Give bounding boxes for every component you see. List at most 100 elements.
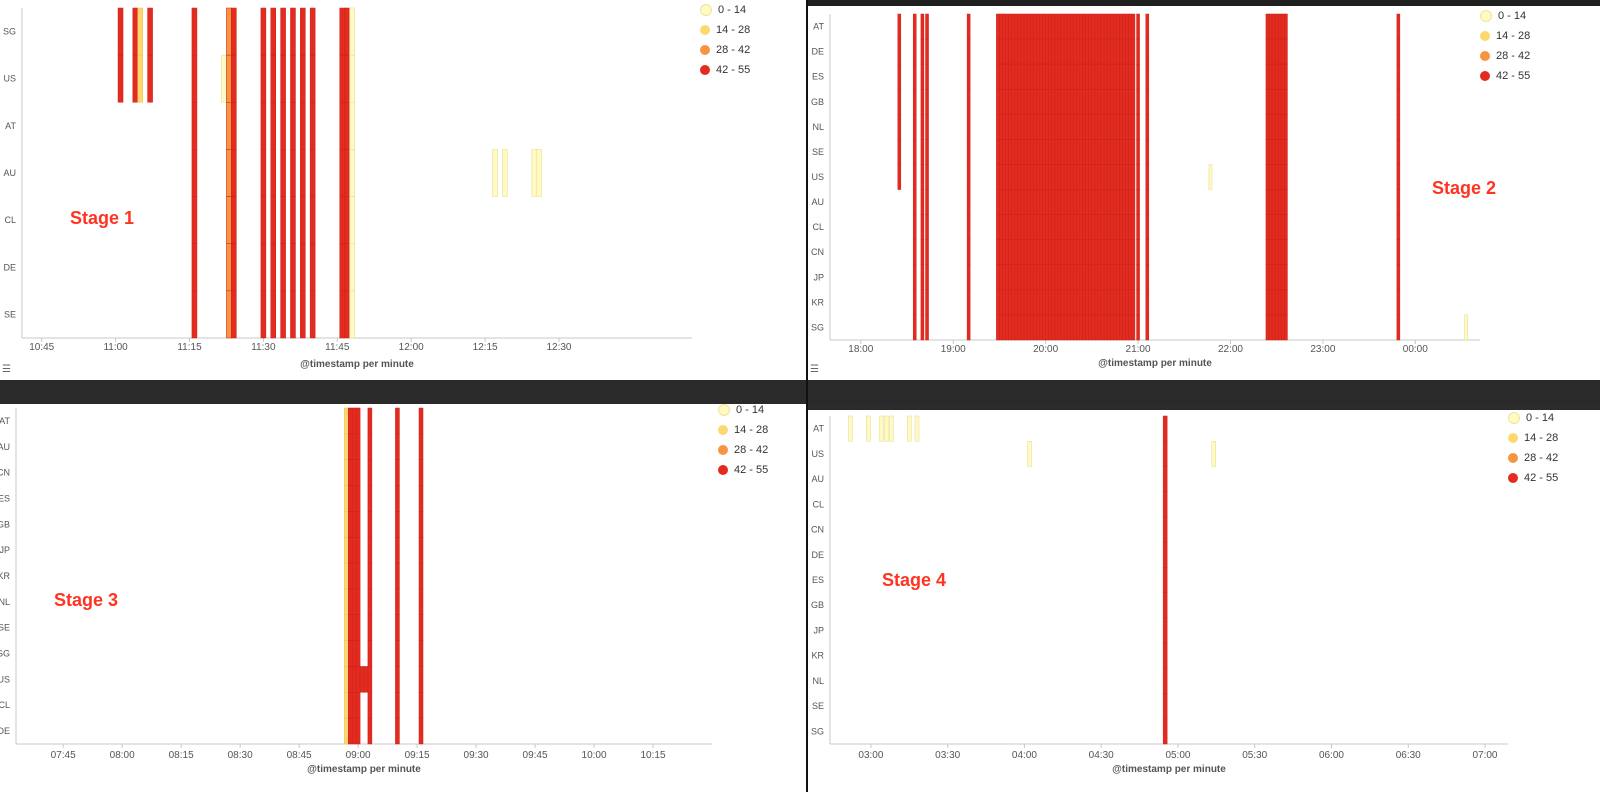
heat-cell[interactable] — [1023, 88, 1028, 115]
heat-cell[interactable] — [1057, 114, 1062, 140]
heat-cell[interactable] — [1060, 164, 1065, 190]
heat-cell[interactable] — [1116, 189, 1120, 215]
heat-cell[interactable] — [920, 164, 925, 190]
heat-cell[interactable] — [395, 614, 400, 641]
heat-cell[interactable] — [221, 54, 227, 103]
heat-cell[interactable] — [1054, 164, 1059, 190]
heat-cell[interactable] — [1396, 214, 1401, 240]
heat-cell[interactable] — [418, 536, 424, 564]
heat-cell[interactable] — [920, 88, 925, 115]
heat-cell[interactable] — [1039, 264, 1043, 291]
heat-cell[interactable] — [884, 415, 889, 442]
heat-cell[interactable] — [1110, 264, 1114, 291]
heat-cell[interactable] — [1036, 214, 1040, 240]
heat-cell[interactable] — [1162, 440, 1168, 467]
heat-cell[interactable] — [1284, 63, 1288, 90]
heat-cell[interactable] — [1082, 38, 1086, 65]
heat-cell[interactable] — [1097, 139, 1102, 165]
heat-cell[interactable] — [1039, 139, 1043, 165]
heat-cell[interactable] — [1076, 214, 1080, 240]
heat-cell[interactable] — [1079, 63, 1083, 90]
heat-cell[interactable] — [1051, 314, 1056, 341]
heat-cell[interactable] — [1023, 214, 1028, 240]
heat-cell[interactable] — [1079, 114, 1083, 140]
heat-cell[interactable] — [1079, 214, 1083, 240]
heat-cell[interactable] — [418, 511, 424, 538]
heat-cell[interactable] — [1116, 214, 1120, 240]
heat-cell[interactable] — [226, 102, 232, 150]
heat-cell[interactable] — [1045, 13, 1049, 40]
heat-cell[interactable] — [1054, 264, 1059, 291]
heat-cell[interactable] — [920, 214, 925, 240]
heat-cell[interactable] — [1070, 289, 1074, 316]
heat-cell[interactable] — [1131, 239, 1136, 266]
heat-cell[interactable] — [1014, 114, 1019, 140]
heat-cell[interactable] — [290, 102, 296, 150]
heat-cell[interactable] — [1008, 314, 1012, 341]
heat-cell[interactable] — [1051, 88, 1056, 115]
heat-cell[interactable] — [966, 189, 971, 215]
heat-cell[interactable] — [925, 264, 929, 291]
heat-cell[interactable] — [1162, 693, 1168, 720]
heat-cell[interactable] — [1014, 264, 1019, 291]
heat-cell[interactable] — [966, 314, 971, 341]
heat-cell[interactable] — [1094, 13, 1099, 40]
heat-cell[interactable] — [1048, 139, 1053, 165]
heat-cell[interactable] — [1020, 88, 1025, 115]
heat-cell[interactable] — [1122, 63, 1126, 90]
heat-cell[interactable] — [1048, 88, 1053, 115]
heat-cell[interactable] — [1045, 214, 1049, 240]
heat-cell[interactable] — [1005, 239, 1009, 266]
heat-cell[interactable] — [1005, 63, 1009, 90]
heat-cell[interactable] — [418, 407, 424, 435]
legend-item[interactable]: 0 - 14 — [1508, 410, 1558, 428]
heat-cell[interactable] — [1271, 314, 1276, 341]
heat-cell[interactable] — [1082, 63, 1086, 90]
heat-cell[interactable] — [1042, 214, 1046, 240]
heat-cell[interactable] — [1097, 38, 1102, 65]
heat-cell[interactable] — [395, 536, 400, 564]
heat-cell[interactable] — [907, 415, 912, 442]
heat-cell[interactable] — [309, 102, 316, 150]
heat-cell[interactable] — [492, 149, 498, 197]
heat-cell[interactable] — [1088, 88, 1093, 115]
heat-cell[interactable] — [351, 666, 357, 693]
heat-cell[interactable] — [1066, 214, 1071, 240]
heat-cell[interactable] — [147, 54, 153, 103]
heat-cell[interactable] — [351, 640, 357, 667]
heat-cell[interactable] — [1128, 214, 1133, 240]
heat-cell[interactable] — [1066, 289, 1071, 316]
heat-cell[interactable] — [132, 54, 139, 103]
heat-cell[interactable] — [1113, 139, 1117, 165]
heat-cell[interactable] — [1103, 13, 1108, 40]
heat-cell[interactable] — [1048, 214, 1053, 240]
heat-cell[interactable] — [351, 562, 357, 590]
heat-cell[interactable] — [260, 196, 267, 244]
heat-cell[interactable] — [1107, 164, 1111, 190]
heat-cell[interactable] — [280, 196, 286, 244]
heat-cell[interactable] — [897, 164, 902, 190]
heat-cell[interactable] — [1136, 239, 1140, 266]
heat-cell[interactable] — [1079, 88, 1083, 115]
heat-cell[interactable] — [996, 264, 1000, 291]
heat-cell[interactable] — [1005, 38, 1009, 65]
heat-cell[interactable] — [344, 717, 349, 745]
heat-cell[interactable] — [912, 164, 917, 190]
heat-cell[interactable] — [1265, 38, 1270, 65]
heat-cell[interactable] — [1110, 289, 1114, 316]
heat-cell[interactable] — [347, 511, 353, 538]
heat-cell[interactable] — [1026, 214, 1031, 240]
heat-cell[interactable] — [1278, 289, 1282, 316]
heat-cell[interactable] — [1076, 13, 1080, 40]
heat-cell[interactable] — [191, 149, 198, 197]
heat-cell[interactable] — [349, 149, 355, 197]
heat-cell[interactable] — [1091, 63, 1096, 90]
heat-cell[interactable] — [137, 7, 143, 56]
heat-cell[interactable] — [1039, 88, 1043, 115]
heat-cell[interactable] — [1085, 13, 1089, 40]
heat-cell[interactable] — [999, 164, 1003, 190]
heat-cell[interactable] — [349, 7, 355, 56]
heat-cell[interactable] — [1017, 88, 1022, 115]
heat-cell[interactable] — [1265, 264, 1270, 291]
heat-cell[interactable] — [1051, 239, 1056, 266]
